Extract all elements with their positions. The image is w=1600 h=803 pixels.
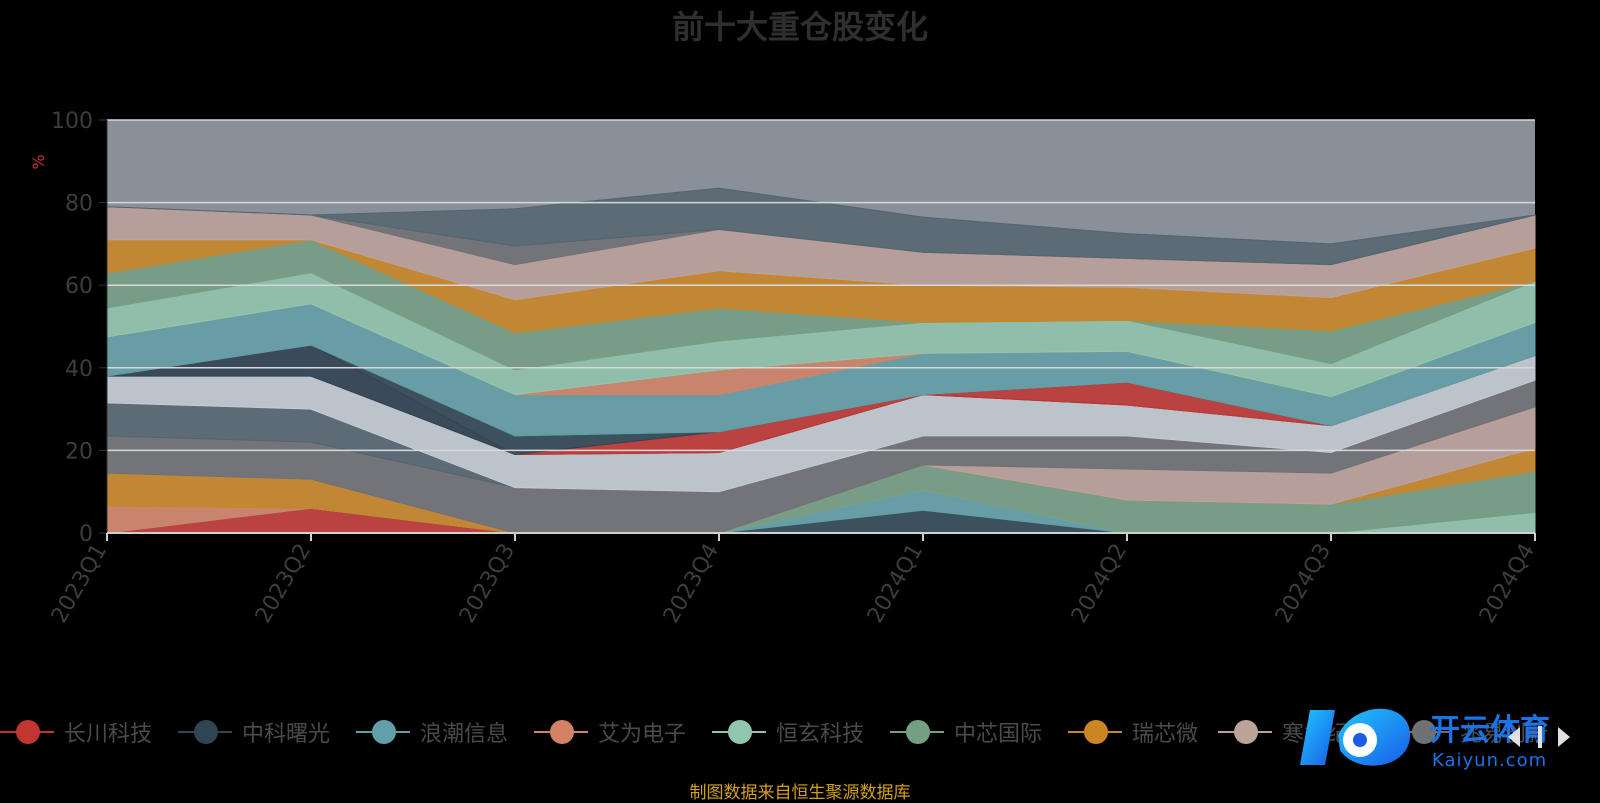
- x-tick-label: 2024Q1: [863, 540, 928, 628]
- pager-divider: [1538, 726, 1542, 748]
- legend-label: 浪潮信息: [420, 722, 509, 747]
- legend-dot-icon: [1412, 720, 1436, 744]
- y-tick-label: 20: [65, 439, 93, 464]
- legend-dot-icon: [194, 720, 218, 744]
- legend-marker-icon: [1068, 720, 1122, 744]
- source-note: 制图数据来自恒生聚源数据库: [689, 783, 911, 803]
- legend-marker-icon: [534, 720, 588, 744]
- legend-dot-icon: [16, 720, 40, 744]
- y-tick-label: 100: [51, 109, 93, 134]
- legend-marker-icon: [1218, 720, 1272, 744]
- next-arrow-icon: [1558, 727, 1570, 747]
- x-tick-label: 2024Q2: [1067, 540, 1132, 628]
- legend-pager[interactable]: [1500, 722, 1590, 752]
- legend-marker-icon: [356, 720, 410, 744]
- legend-label: 艾为电子: [598, 722, 687, 747]
- x-tick-label: 2023Q2: [251, 540, 316, 628]
- legend-item[interactable]: 艾为电子: [534, 712, 686, 752]
- legend-item[interactable]: 长川科技: [0, 712, 152, 752]
- x-tick-label: 2023Q1: [47, 540, 112, 628]
- legend-marker-icon: [712, 720, 766, 744]
- legend-label: 中科曙光: [242, 722, 331, 747]
- prev-arrow-icon: [1508, 727, 1520, 747]
- legend-item[interactable]: 中科曙光: [178, 712, 330, 752]
- x-tick-label: 2023Q4: [659, 540, 724, 628]
- legend-marker-icon: [0, 720, 54, 744]
- watermark-logo: 开云体育 Kaiyun.com: [1300, 695, 1600, 785]
- y-axis-label: %: [29, 154, 48, 169]
- legend-item[interactable]: 恒玄科技: [712, 712, 864, 752]
- x-tick-label: 2024Q3: [1271, 540, 1336, 628]
- legend-dot-icon: [906, 720, 930, 744]
- legend-label: 长川科技: [64, 722, 153, 747]
- y-tick-label: 40: [65, 357, 93, 382]
- x-tick-label: 2024Q4: [1475, 540, 1540, 628]
- legend-item[interactable]: 瑞芯微: [1068, 712, 1198, 752]
- legend-dot-icon: [1084, 720, 1108, 744]
- legend-label: 瑞芯微: [1132, 722, 1199, 747]
- kaiyun-logo-icon: [1300, 708, 1410, 766]
- legend-item[interactable]: 浪潮信息: [356, 712, 508, 752]
- watermark-sub: Kaiyun.com: [1432, 750, 1548, 771]
- legend-label: 中芯国际: [954, 722, 1043, 747]
- y-tick-label: 80: [65, 192, 93, 217]
- y-tick-label: 0: [79, 522, 93, 547]
- legend-dot-icon: [550, 720, 574, 744]
- legend-label: 恒玄科技: [776, 722, 865, 747]
- x-tick-label: 2023Q3: [455, 540, 520, 628]
- legend-dot-icon: [1234, 720, 1258, 744]
- legend-label: 兆易创新: [1460, 722, 1549, 747]
- legend-item[interactable]: 兆易创新: [1396, 712, 1548, 752]
- legend-marker-icon: [1396, 720, 1450, 744]
- watermark-brand: 开云体育: [1430, 713, 1550, 748]
- legend-item[interactable]: 中芯国际: [890, 712, 1042, 752]
- chart-title: 前十大重仓股变化: [671, 8, 928, 46]
- legend-dot-icon: [728, 720, 752, 744]
- legend-marker-icon: [178, 720, 232, 744]
- y-tick-label: 60: [65, 274, 93, 299]
- legend-marker-icon: [890, 720, 944, 744]
- legend-dot-icon: [372, 720, 396, 744]
